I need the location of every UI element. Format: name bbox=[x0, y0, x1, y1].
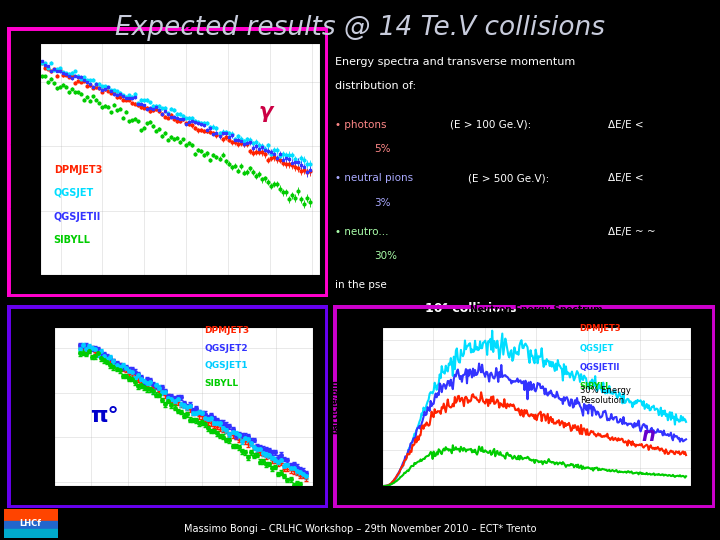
Text: in the pse: in the pse bbox=[335, 280, 387, 291]
Text: Massimo Bongi – CRLHC Workshop – 29th November 2010 – ECT* Trento: Massimo Bongi – CRLHC Workshop – 29th No… bbox=[184, 523, 536, 534]
Text: 3%: 3% bbox=[374, 198, 391, 208]
Text: QGSJETII: QGSJETII bbox=[53, 212, 101, 222]
Text: QGSJET: QGSJET bbox=[580, 343, 614, 353]
Text: Expected results @ 14 Te.V collisions: Expected results @ 14 Te.V collisions bbox=[115, 15, 605, 41]
Text: 30%: 30% bbox=[374, 251, 397, 261]
Text: DPMJET3: DPMJET3 bbox=[580, 325, 621, 334]
Y-axis label: particles/bin: particles/bin bbox=[0, 125, 4, 194]
Text: Energy spectra and transverse momentum: Energy spectra and transverse momentum bbox=[335, 57, 575, 67]
Text: n: n bbox=[642, 427, 655, 446]
Text: • photons: • photons bbox=[335, 120, 387, 130]
Text: π°: π° bbox=[90, 406, 119, 426]
Bar bbox=[4, 529, 58, 538]
Text: ΔE/E ~ ~: ΔE/E ~ ~ bbox=[608, 227, 656, 237]
Text: QGSJET: QGSJET bbox=[53, 188, 94, 199]
X-axis label: Gamma Energy [GeV]: Gamma Energy [GeV] bbox=[121, 300, 239, 310]
X-axis label: Pi0 Energy[GeV]: Pi0 Energy[GeV] bbox=[138, 510, 229, 521]
Text: DPMJET3: DPMJET3 bbox=[53, 165, 102, 176]
Text: SIBYLL: SIBYLL bbox=[53, 235, 91, 245]
Text: • neutro...: • neutro... bbox=[335, 227, 388, 237]
Y-axis label: Counts [/200GeV/10⁷/inela]: Counts [/200GeV/10⁷/inela] bbox=[14, 348, 22, 464]
Text: 10⁶ collisions: 10⁶ collisions bbox=[425, 302, 516, 315]
Text: distribution of:: distribution of: bbox=[335, 81, 416, 91]
Title: π° Energy Distributions: π° Energy Distributions bbox=[110, 314, 257, 325]
Title: Neutron Energy Spectrum
of 20mm Calorimeter at beam center: Neutron Energy Spectrum of 20mm Calorime… bbox=[442, 305, 631, 325]
Text: γ: γ bbox=[258, 102, 273, 122]
Bar bbox=[4, 509, 58, 521]
Text: • neutral pions: • neutral pions bbox=[335, 173, 413, 184]
Text: 5%: 5% bbox=[374, 144, 391, 154]
Text: (E > 100 Ge.V):: (E > 100 Ge.V): bbox=[450, 120, 531, 130]
Y-axis label: particle/bin: particle/bin bbox=[330, 379, 340, 434]
Text: SIBYLL: SIBYLL bbox=[580, 382, 611, 391]
Text: SIBYLL: SIBYLL bbox=[204, 379, 238, 388]
Text: LHCf: LHCf bbox=[19, 519, 42, 528]
Text: QGSJET1: QGSJET1 bbox=[204, 361, 248, 370]
X-axis label: Neutron Energy [GeV]: Neutron Energy [GeV] bbox=[480, 510, 593, 519]
Text: QGSJET2: QGSJET2 bbox=[204, 343, 248, 353]
Text: ↔ 2min. exposure @ 10²⁹cm⁻²s⁻¹: ↔ 2min. exposure @ 10²⁹cm⁻²s⁻¹ bbox=[425, 331, 597, 341]
Bar bbox=[4, 521, 58, 529]
Text: DPMJET3: DPMJET3 bbox=[204, 326, 249, 335]
Title: Gamma Energy Spectrum
of 20mm square at Beam Center: Gamma Energy Spectrum of 20mm square at … bbox=[84, 19, 276, 41]
Text: QGSJETII: QGSJETII bbox=[580, 363, 620, 372]
Text: (E > 500 Ge.V):: (E > 500 Ge.V): bbox=[468, 173, 549, 184]
Text: 30% Energy
Resolution: 30% Energy Resolution bbox=[580, 386, 631, 405]
Text: ΔE/E <: ΔE/E < bbox=[608, 173, 644, 184]
Text: ΔE/E <: ΔE/E < bbox=[608, 120, 644, 130]
